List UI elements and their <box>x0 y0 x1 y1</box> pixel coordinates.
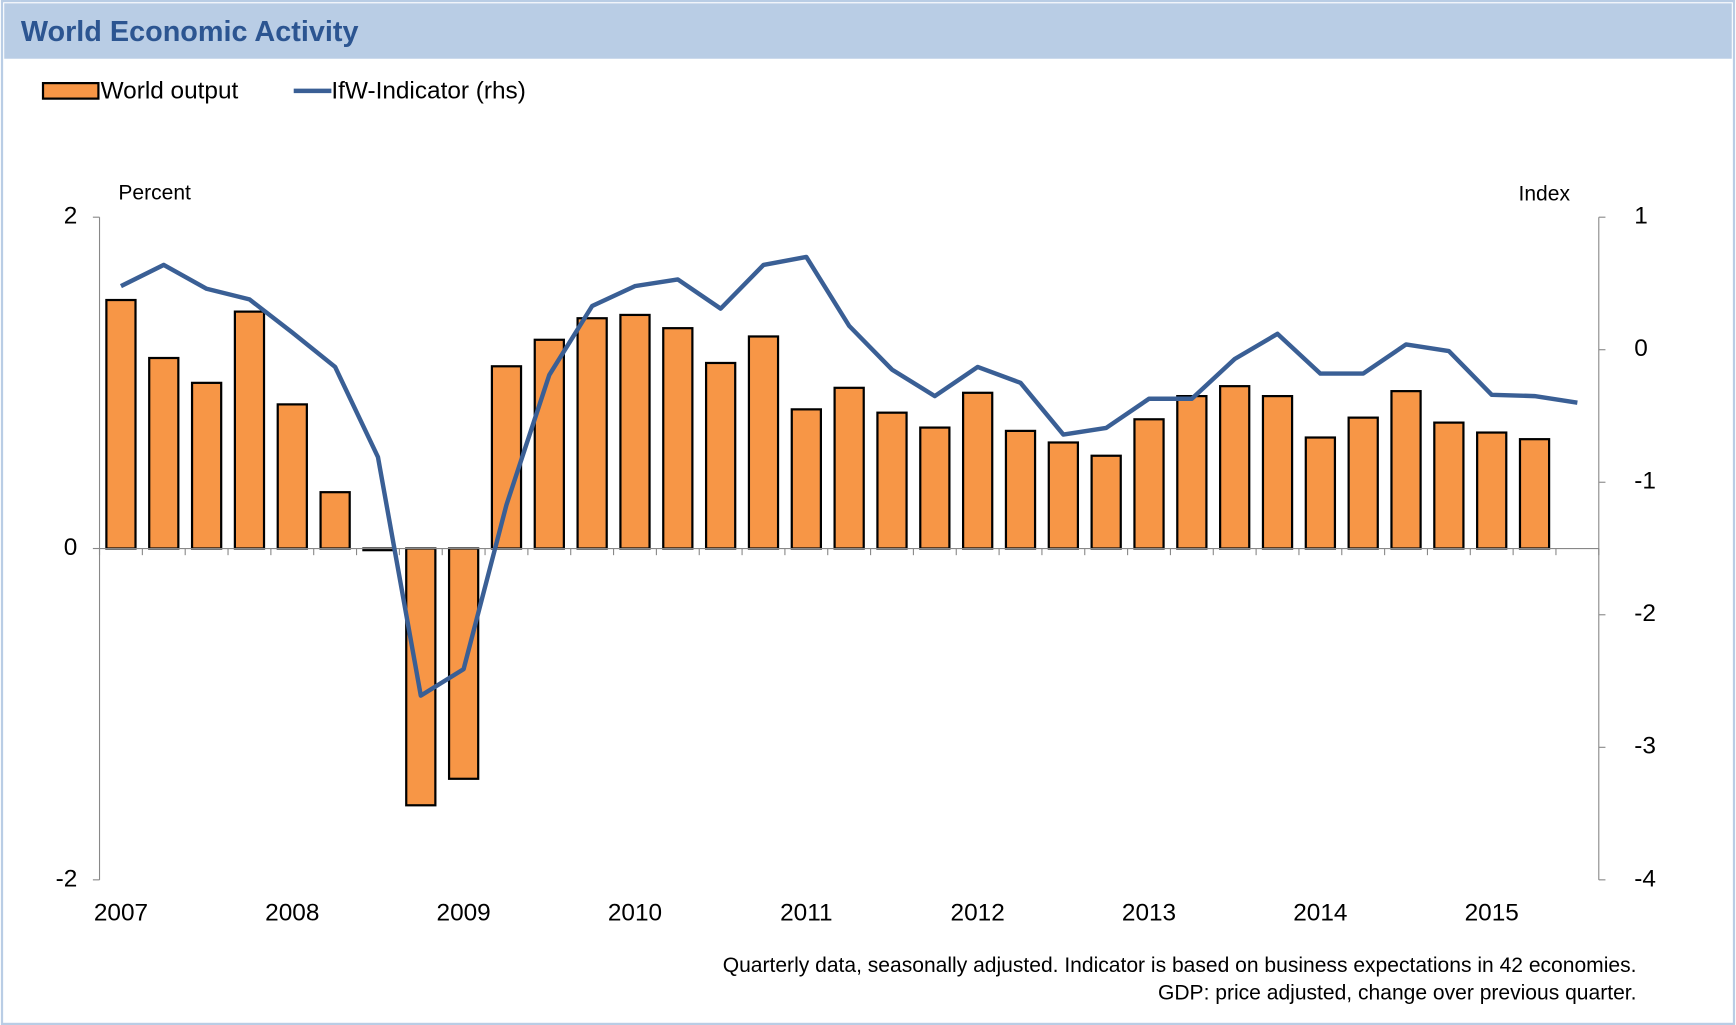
footnote: GDP: price adjusted, change over previou… <box>1158 982 1637 1005</box>
x-tick-label: 2015 <box>1465 900 1519 927</box>
bar <box>1219 385 1251 550</box>
bar <box>961 391 994 550</box>
line <box>119 254 1578 698</box>
bar <box>704 361 737 550</box>
x-tick-label: 2013 <box>1122 900 1176 927</box>
y-axis-title: Percent <box>118 181 191 204</box>
legend-label: World output <box>101 77 239 104</box>
bar <box>1476 431 1508 550</box>
x-tick-label: 2007 <box>94 900 148 927</box>
bar <box>876 411 908 550</box>
bar <box>1390 390 1422 550</box>
y2-tick-label: -1 <box>1634 468 1656 495</box>
bar <box>190 381 223 550</box>
bar <box>576 317 608 550</box>
x-tick-label: 2011 <box>780 900 832 927</box>
x-tick-label: 2012 <box>951 900 1005 927</box>
y2-tick-label: 0 <box>1634 335 1648 362</box>
bar <box>1047 441 1080 550</box>
legend-swatch <box>41 82 100 100</box>
bar <box>490 365 523 550</box>
bar <box>148 356 180 550</box>
bar <box>1304 436 1337 550</box>
bar <box>1433 421 1465 550</box>
y2-axis-title: Index <box>1518 183 1570 206</box>
bar <box>833 386 865 550</box>
x-tick-label: 2014 <box>1293 900 1347 927</box>
header <box>4 3 1732 59</box>
x-tick-label: 2010 <box>608 900 662 927</box>
bar <box>1133 418 1165 550</box>
y2-tick-label: -3 <box>1634 733 1656 760</box>
bar <box>619 313 651 550</box>
bar <box>1004 429 1037 550</box>
bar <box>919 426 951 550</box>
legend-label: IfW-Indicator (rhs) <box>331 77 525 104</box>
bar <box>747 335 780 550</box>
bar <box>790 408 822 550</box>
bar <box>1518 438 1551 550</box>
footnote: Quarterly data, seasonally adjusted. Ind… <box>723 954 1637 977</box>
x-tick-label: 2009 <box>437 900 491 927</box>
bar <box>319 491 351 550</box>
x-tick-label: 2008 <box>265 900 319 927</box>
y-tick-label: 2 <box>64 203 78 230</box>
y-tick-label: -2 <box>56 865 78 892</box>
y-tick-label: 0 <box>64 534 78 561</box>
y2-tick-label: -4 <box>1634 865 1656 892</box>
bar <box>1176 394 1208 550</box>
bar <box>662 327 694 550</box>
bar <box>1347 416 1379 550</box>
bar <box>233 310 266 550</box>
chart-title: World Economic Activity <box>21 16 359 48</box>
bar <box>1090 454 1122 550</box>
bar <box>276 403 308 550</box>
bar <box>1261 394 1294 550</box>
y2-tick-label: -2 <box>1634 600 1656 627</box>
bar <box>405 547 437 807</box>
bar <box>105 298 137 550</box>
y2-tick-label: 1 <box>1634 203 1648 230</box>
